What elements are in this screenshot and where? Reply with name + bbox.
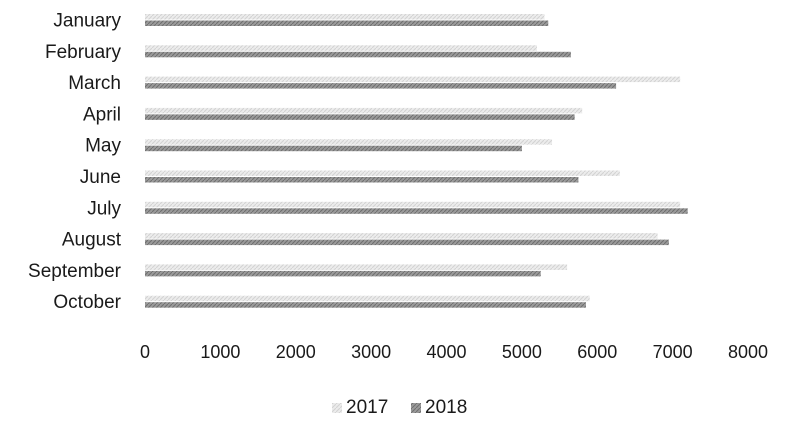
category-label: August [62, 230, 122, 251]
x-tick-label: 1000 [200, 342, 240, 362]
legend-swatch-2018 [411, 403, 421, 413]
value-axis: 0 1000 2000 3000 4000 5000 6000 7000 8000 [140, 342, 768, 362]
category-label: July [87, 198, 121, 219]
bar-2018-may [145, 145, 522, 152]
x-tick-label: 2000 [276, 342, 316, 362]
legend-label-2017: 2017 [346, 397, 388, 418]
legend-label-2018: 2018 [425, 397, 467, 418]
bar-2018-january [145, 20, 549, 26]
bar-2017-april [145, 107, 583, 114]
bar-2018-august [145, 239, 669, 246]
category-label: May [85, 136, 121, 157]
x-tick-label: 3000 [351, 342, 391, 362]
category-axis: January February March April May June July Augu… [28, 11, 122, 314]
x-tick-label: 6000 [577, 342, 617, 362]
category-label: October [53, 292, 121, 313]
category-label: January [53, 11, 121, 32]
bar-2017-may [145, 139, 553, 145]
x-tick-label: 4000 [426, 342, 466, 362]
bars-group [145, 14, 688, 308]
category-label: June [80, 167, 121, 188]
bar-2017-september [145, 264, 568, 270]
bar-2017-january [145, 14, 545, 20]
bar-2017-march [145, 76, 681, 83]
bar-2017-june [145, 170, 620, 176]
bar-2017-july [145, 201, 681, 208]
x-tick-label: 0 [140, 342, 150, 362]
category-label: February [45, 42, 122, 63]
bar-2017-february [145, 45, 537, 51]
bar-2018-october [145, 302, 586, 308]
legend-swatch-2017 [332, 403, 342, 413]
category-label: March [68, 73, 121, 94]
category-label: April [83, 104, 121, 125]
bar-2017-october [145, 295, 590, 302]
x-tick-label: 8000 [728, 342, 768, 362]
x-tick-label: 5000 [502, 342, 542, 362]
bar-2018-april [145, 114, 575, 120]
legend: 2017 2018 [332, 397, 467, 418]
bar-2018-february [145, 51, 571, 58]
x-tick-label: 7000 [653, 342, 693, 362]
bar-2017-august [145, 233, 658, 239]
bar-2018-july [145, 208, 688, 214]
bar-2018-june [145, 177, 579, 183]
category-label: September [28, 261, 122, 282]
bar-2018-march [145, 83, 617, 89]
bar-2018-september [145, 270, 541, 277]
